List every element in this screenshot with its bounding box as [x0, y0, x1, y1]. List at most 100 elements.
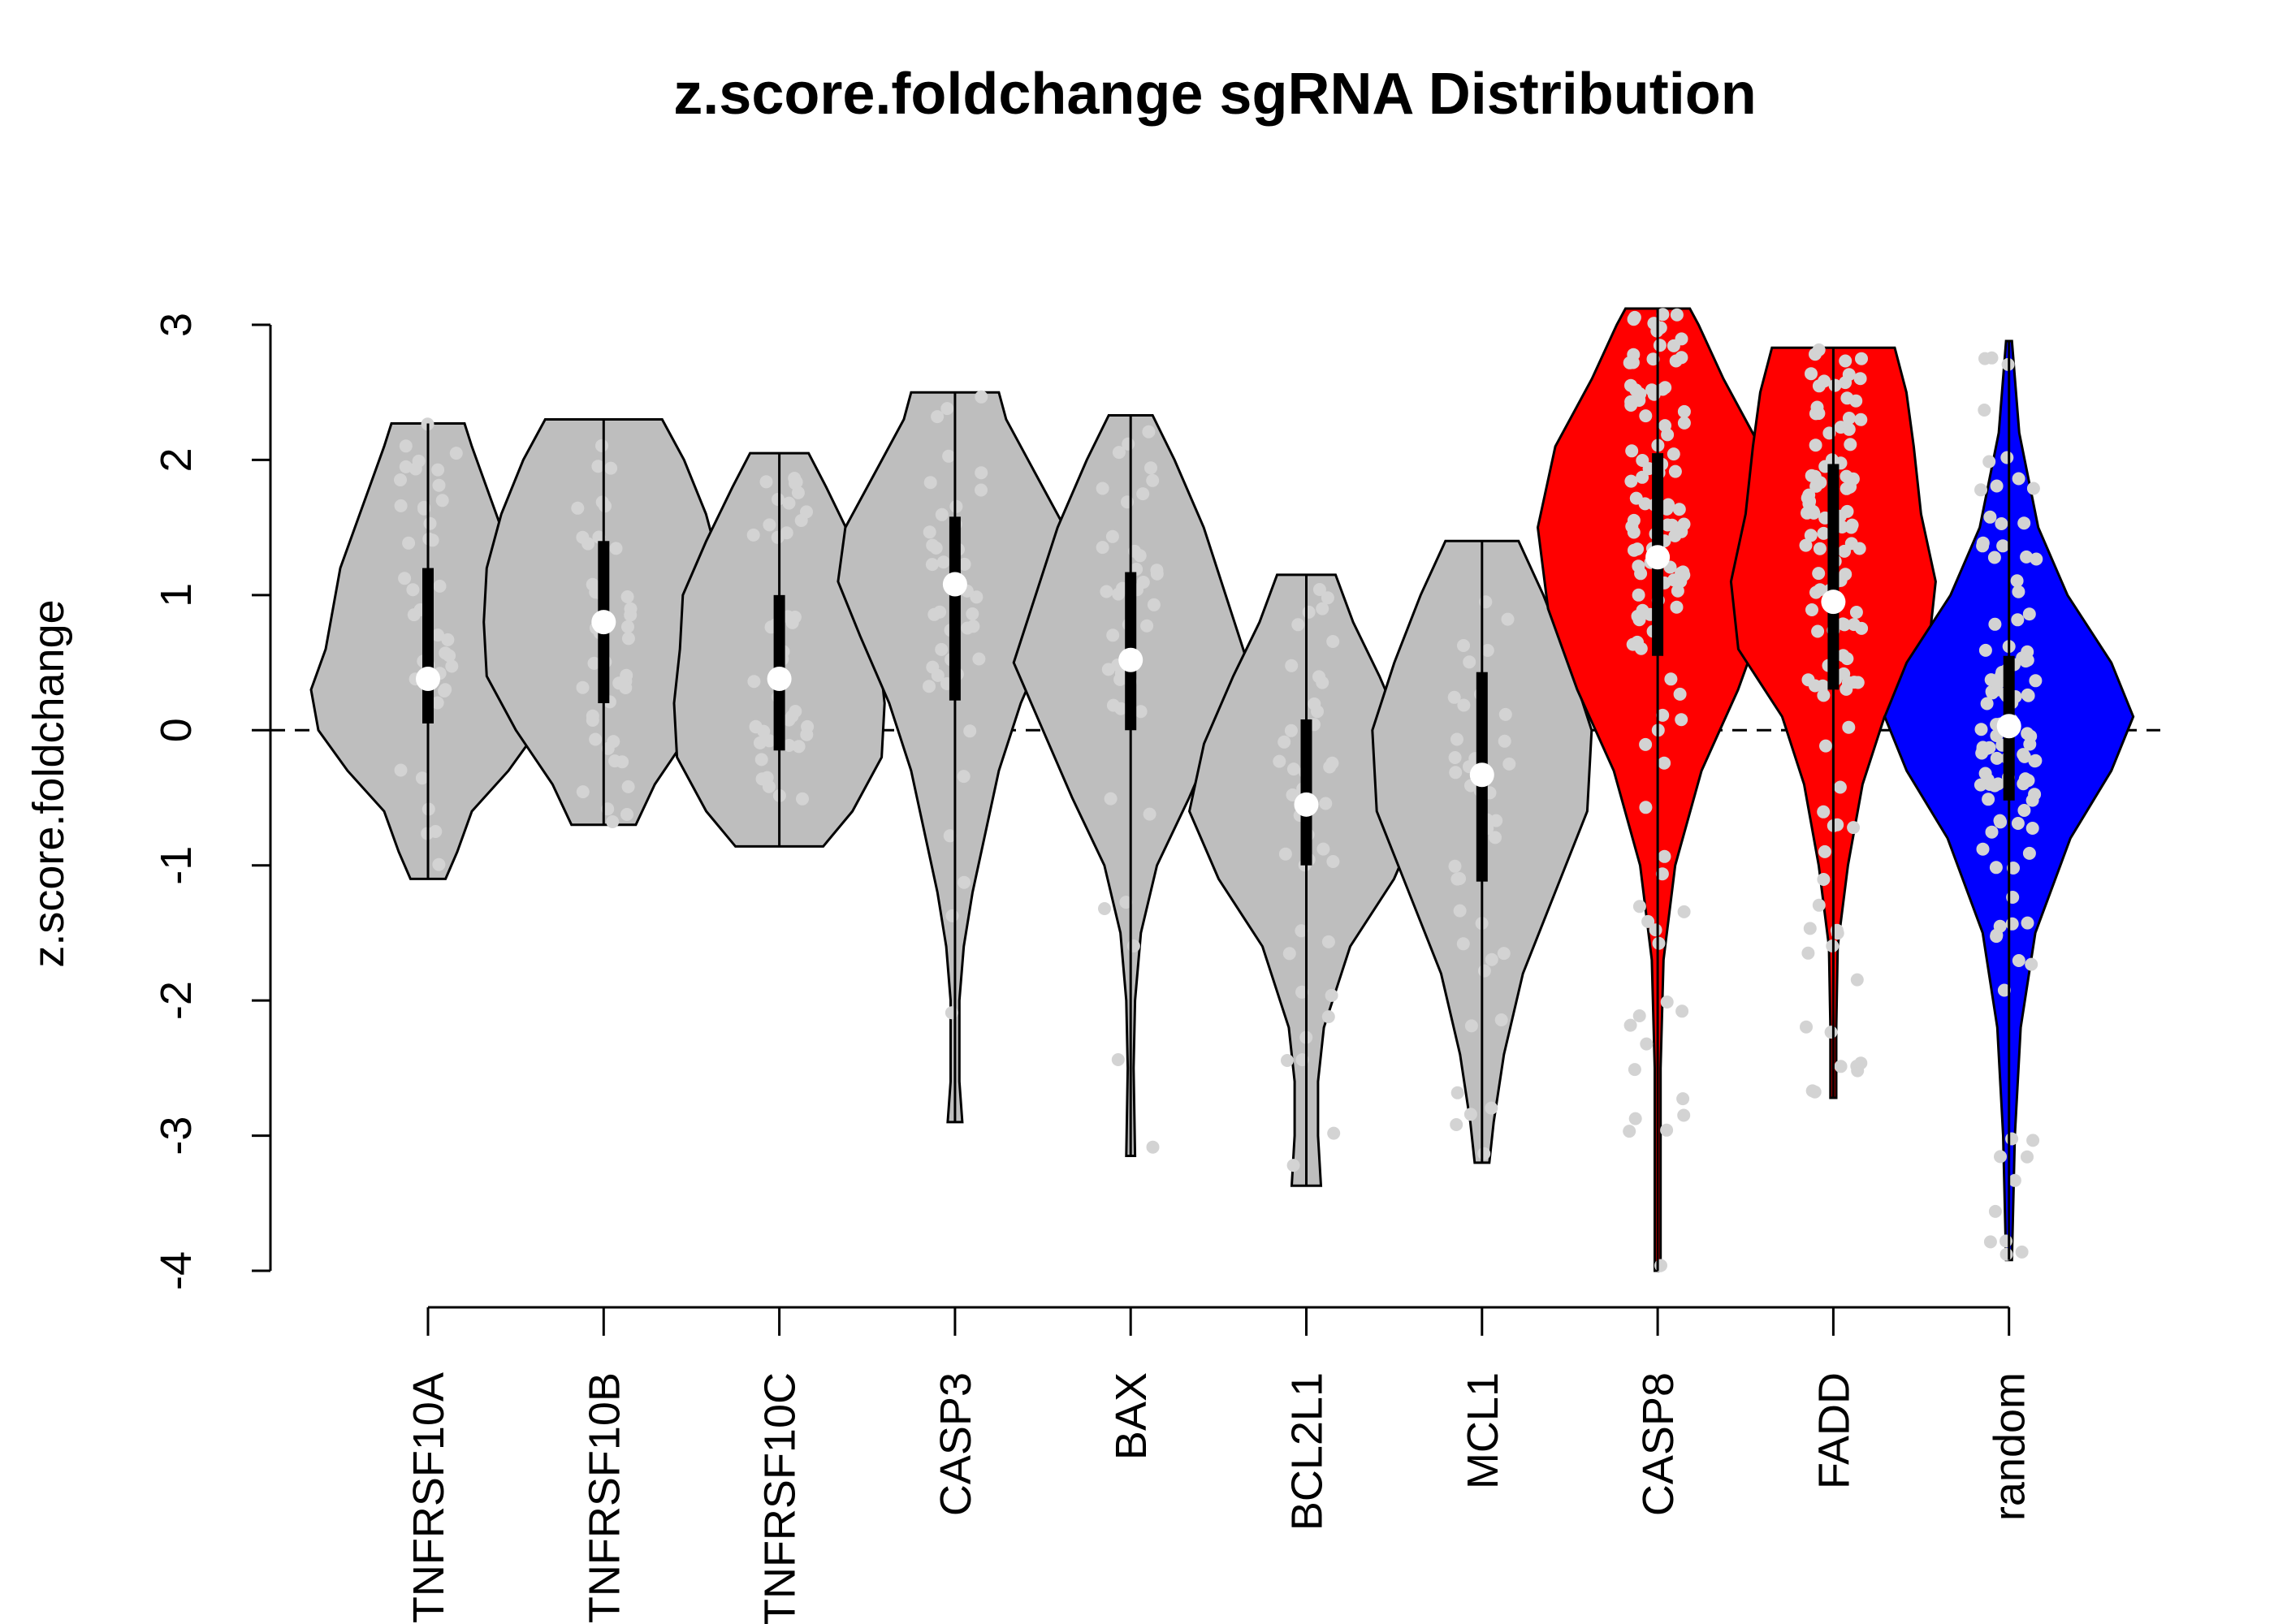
point-random — [1978, 404, 1991, 417]
point-FADD — [1849, 606, 1863, 619]
point-TNFRSF10A — [407, 608, 421, 622]
point-CASP3 — [963, 724, 977, 738]
point-CASP8 — [1624, 474, 1638, 488]
point-BAX — [1111, 1053, 1125, 1066]
point-random — [2025, 822, 2039, 835]
point-BCL2L1 — [1284, 723, 1298, 737]
point-CASP3 — [925, 558, 939, 572]
point-TNFRSF10C — [789, 477, 802, 490]
point-MCL1 — [1489, 814, 1503, 827]
point-MCL1 — [1450, 1118, 1463, 1131]
point-FADD — [1842, 720, 1856, 734]
point-CASP8 — [1632, 900, 1646, 914]
median-dot-BAX — [1118, 647, 1143, 672]
point-FADD — [1853, 372, 1867, 386]
point-TNFRSF10A — [423, 516, 437, 530]
point-CASP8 — [1676, 565, 1690, 579]
point-BAX — [1100, 585, 1113, 598]
point-FADD — [1842, 422, 1856, 436]
point-CASP8 — [1661, 428, 1675, 442]
point-BAX — [1134, 705, 1148, 719]
point-BCL2L1 — [1321, 591, 1334, 605]
point-CASP8 — [1660, 996, 1674, 1009]
point-CASP8 — [1623, 1125, 1636, 1138]
point-TNFRSF10C — [785, 710, 799, 723]
point-TNFRSF10C — [760, 771, 774, 784]
point-BCL2L1 — [1278, 847, 1292, 861]
point-CASP3 — [961, 621, 975, 635]
plot-area: 3 2 1 0 -1 -2 -3 -4 TNFRSF10A TNFRSF10B TNFRSF10C C… — [152, 307, 2160, 1624]
point-TNFRSF10C — [754, 753, 768, 767]
point-CASP3 — [940, 402, 954, 416]
point-FADD — [1844, 537, 1858, 551]
point-CASP8 — [1676, 1092, 1690, 1106]
point-random — [2008, 1173, 2021, 1187]
point-FADD — [1812, 407, 1826, 421]
point-CASP8 — [1641, 914, 1655, 928]
point-CASP3 — [923, 476, 937, 490]
point-random — [1985, 825, 1999, 839]
point-MCL1 — [1485, 1101, 1498, 1115]
point-FADD — [1847, 821, 1861, 835]
point-FADD — [1799, 538, 1813, 552]
point-random — [1982, 455, 1996, 469]
point-CASP3 — [966, 607, 979, 620]
point-CASP3 — [935, 508, 949, 521]
point-TNFRSF10B — [591, 460, 605, 473]
point-FADD — [1817, 689, 1831, 702]
point-BCL2L1 — [1278, 735, 1291, 749]
point-CASP3 — [927, 607, 941, 621]
point-CASP3 — [957, 770, 971, 784]
point-TNFRSF10A — [394, 473, 407, 486]
point-CASP8 — [1632, 559, 1645, 573]
chart-title: z.score.foldchange sgRNA Distribution — [673, 62, 1756, 127]
point-BCL2L1 — [1321, 935, 1335, 948]
point-MCL1 — [1450, 1086, 1464, 1099]
y-tick-label: 2 — [152, 447, 201, 472]
point-CASP8 — [1627, 313, 1641, 326]
point-MCL1 — [1501, 612, 1515, 626]
point-FADD — [1804, 529, 1818, 542]
point-random — [1990, 928, 2004, 942]
point-random — [2012, 585, 2025, 598]
point-CASP3 — [958, 557, 971, 571]
iqr-box-CASP3 — [949, 516, 961, 701]
point-CASP8 — [1660, 1123, 1674, 1137]
point-FADD — [1813, 542, 1827, 555]
point-random — [1976, 741, 1990, 754]
point-TNFRSF10A — [432, 857, 446, 871]
point-random — [1982, 793, 1995, 806]
point-random — [1987, 551, 2001, 564]
point-FADD — [1809, 438, 1822, 452]
point-BCL2L1 — [1286, 762, 1300, 776]
point-CASP3 — [958, 875, 971, 889]
x-tick-label-random: random — [1986, 1372, 2034, 1521]
point-TNFRSF10A — [445, 659, 459, 673]
point-TNFRSF10A — [431, 463, 445, 477]
x-tick-label-TNFRSF10B: TNFRSF10B — [580, 1372, 629, 1623]
point-BAX — [1098, 902, 1111, 915]
point-random — [1994, 815, 2008, 829]
point-random — [1988, 1204, 2002, 1218]
point-random — [2021, 727, 2034, 741]
point-random — [2030, 552, 2043, 566]
point-CASP8 — [1665, 518, 1679, 532]
point-random — [2021, 916, 2034, 930]
point-TNFRSF10B — [624, 602, 638, 615]
point-random — [1983, 510, 1997, 524]
point-TNFRSF10C — [801, 719, 815, 733]
point-TNFRSF10C — [800, 505, 813, 519]
point-TNFRSF10A — [415, 771, 429, 785]
y-axis-label: z.score.foldchange — [24, 599, 73, 967]
y-tick-label: 0 — [152, 718, 201, 742]
point-MCL1 — [1457, 698, 1471, 712]
point-random — [1999, 1247, 2013, 1261]
point-BCL2L1 — [1316, 602, 1329, 615]
point-TNFRSF10C — [753, 736, 767, 749]
point-random — [1976, 842, 1990, 856]
point-CASP8 — [1639, 737, 1653, 751]
point-random — [2022, 846, 2036, 860]
point-TNFRSF10B — [608, 754, 621, 768]
point-MCL1 — [1447, 690, 1461, 704]
